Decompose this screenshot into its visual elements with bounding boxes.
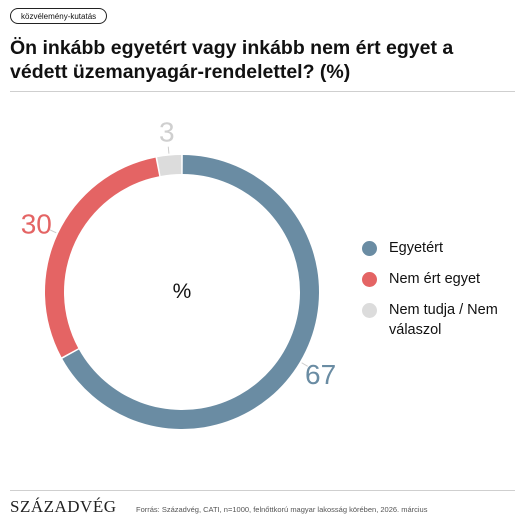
slice-value-label-2: 3 xyxy=(159,117,175,148)
brand-logo: SZÁZADVÉG xyxy=(10,497,117,516)
center-unit-label: % xyxy=(173,280,192,303)
category-tag: közvélemény-kutatás xyxy=(10,8,108,24)
legend: Egyetért Nem ért egyet Nem tudja / Nem vál… xyxy=(362,238,526,351)
slice-value-label-0: 67 xyxy=(305,359,336,390)
slice-label-tick-0 xyxy=(301,362,308,367)
footer-divider xyxy=(10,490,515,491)
legend-swatch-2 xyxy=(362,303,377,318)
legend-swatch-0 xyxy=(362,241,377,256)
legend-item-2: Nem tudja / Nem válaszol xyxy=(362,300,526,340)
donut-chart: 67 30 3 % xyxy=(21,117,336,429)
slice-label-tick-2 xyxy=(167,146,170,154)
legend-item-0: Egyetért xyxy=(362,238,526,258)
chart-title: Ön inkább egyetért vagy inkább nem ért e… xyxy=(10,37,454,83)
slice-label-tick-1 xyxy=(49,229,57,234)
legend-label-0: Egyetért xyxy=(389,240,443,256)
slice-value-label-1: 30 xyxy=(21,208,52,239)
legend-item-1: Nem ért egyet xyxy=(362,269,526,289)
legend-label-1: Nem ért egyet xyxy=(389,271,481,287)
slice-labels: 67 30 3 xyxy=(21,117,336,390)
donut-slice-2 xyxy=(157,155,182,176)
legend-label-2: Nem tudja / Nem válaszol xyxy=(389,302,498,338)
donut-slice-1 xyxy=(45,157,160,358)
legend-swatch-1 xyxy=(362,272,377,287)
title-divider xyxy=(10,91,515,92)
source-note: Forrás: Századvég, CATI, n=1000, felnőtt… xyxy=(136,505,428,514)
donut-slices xyxy=(45,155,319,429)
